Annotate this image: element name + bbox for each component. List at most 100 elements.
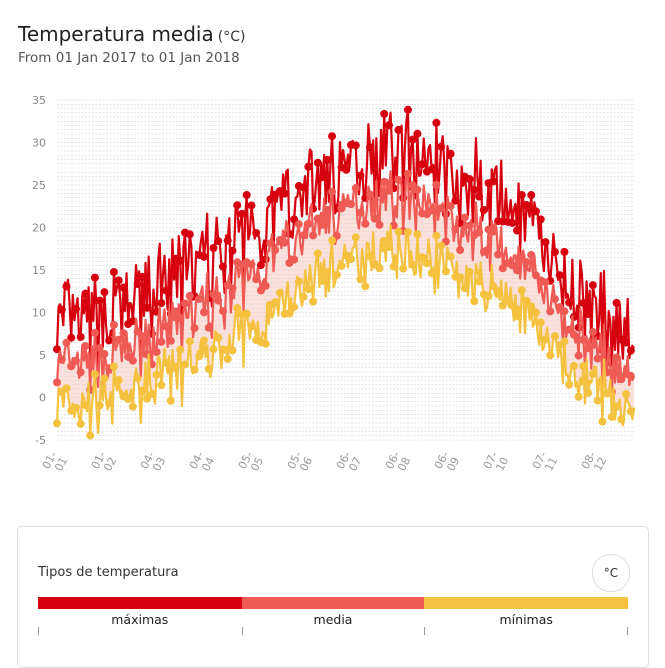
data-point-media [569,330,578,339]
data-point-min [105,399,114,408]
data-point-min [422,259,431,268]
data-point-max [318,173,327,182]
data-point-min [351,233,360,242]
data-point-max [53,345,61,354]
data-point-min [166,396,175,405]
data-point-media [214,296,223,305]
data-point-min [437,241,446,250]
x-tick-label: 04-03 [138,449,169,473]
data-point-media [171,307,180,316]
data-point-min [337,261,346,270]
data-point-max [560,247,569,256]
data-point-media [380,177,389,186]
data-point-max [133,280,142,289]
data-point-media [356,208,365,217]
data-point-media [579,335,588,344]
data-point-media [290,255,299,264]
data-point-min [527,302,536,311]
data-point-min [489,282,498,291]
legend-swatch-2[interactable] [424,597,628,609]
data-point-max [138,272,147,281]
data-point-min [138,386,147,395]
data-point-max [252,228,261,237]
data-point-min [475,277,484,286]
data-point-min [513,312,522,321]
data-point-max [109,268,118,277]
legend-edge-tick [627,627,628,635]
x-tick-label: 01-01 [40,449,71,473]
legend-swatch-0[interactable] [38,597,242,609]
data-point-media [465,221,474,230]
data-point-max [237,209,246,218]
data-point-media [162,322,171,331]
data-point-max [470,185,479,194]
legend-card: Tipos de temperatura °C máximas media míni… [17,526,649,668]
data-point-media [304,219,313,228]
legend-ticks [38,627,628,637]
data-point-max [256,261,265,270]
data-point-min [456,273,465,282]
svg-text:01: 01 [52,455,70,473]
data-point-media [593,354,602,363]
data-point-min [309,297,318,306]
data-point-min [190,365,199,374]
data-point-min [328,236,337,245]
data-point-min [223,354,232,363]
data-point-max [328,132,337,141]
data-point-min [460,284,469,293]
x-tick-label: 05-06 [285,449,316,473]
data-point-min [218,345,227,354]
data-point-min [242,309,251,318]
data-point-min [62,384,71,393]
data-point-media [323,205,332,214]
data-point-media [294,220,303,229]
svg-text:06: 06 [297,455,315,473]
data-point-min [389,262,398,271]
data-point-min [299,292,308,301]
data-point-max [209,244,218,253]
data-point-media [432,180,441,189]
data-point-max [584,309,593,318]
legend-swatch-1[interactable] [241,597,425,609]
data-point-max [242,190,251,199]
legend-label-1: media [313,612,353,627]
data-point-min [247,322,256,331]
data-point-media [114,335,123,344]
data-point-max [280,189,289,198]
data-point-min [427,269,436,278]
data-point-min [100,374,109,383]
data-point-max [522,201,531,210]
data-point-min [147,390,156,399]
data-point-max [380,109,389,118]
data-point-media [479,247,488,256]
data-point-media [498,264,507,273]
data-point-media [565,325,574,334]
data-point-min [546,351,555,360]
data-point-min [361,282,370,291]
data-point-max [565,298,574,307]
svg-text:11: 11 [542,455,560,473]
x-tick-label: 06-08 [383,449,414,473]
data-point-media [522,258,531,267]
data-point-min [109,362,118,371]
data-point-min [560,337,569,346]
svg-text:07: 07 [346,455,364,473]
data-point-media [513,266,522,275]
data-point-max [162,286,171,295]
x-tick-label: 07-10 [481,449,512,473]
data-point-media [546,307,555,316]
data-point-min [579,362,588,371]
data-point-min [71,403,80,412]
data-point-max [465,175,474,184]
data-point-media [261,281,270,290]
unit-toggle-button[interactable]: °C [592,554,630,592]
data-point-min [380,236,389,245]
data-point-max [285,229,294,238]
data-point-min [403,228,412,237]
data-point-media [71,356,80,365]
legend-label-0: máximas [111,612,169,627]
data-point-max [67,333,76,342]
data-point-max [57,305,66,314]
data-point-media [612,353,621,362]
data-point-media [176,313,185,322]
